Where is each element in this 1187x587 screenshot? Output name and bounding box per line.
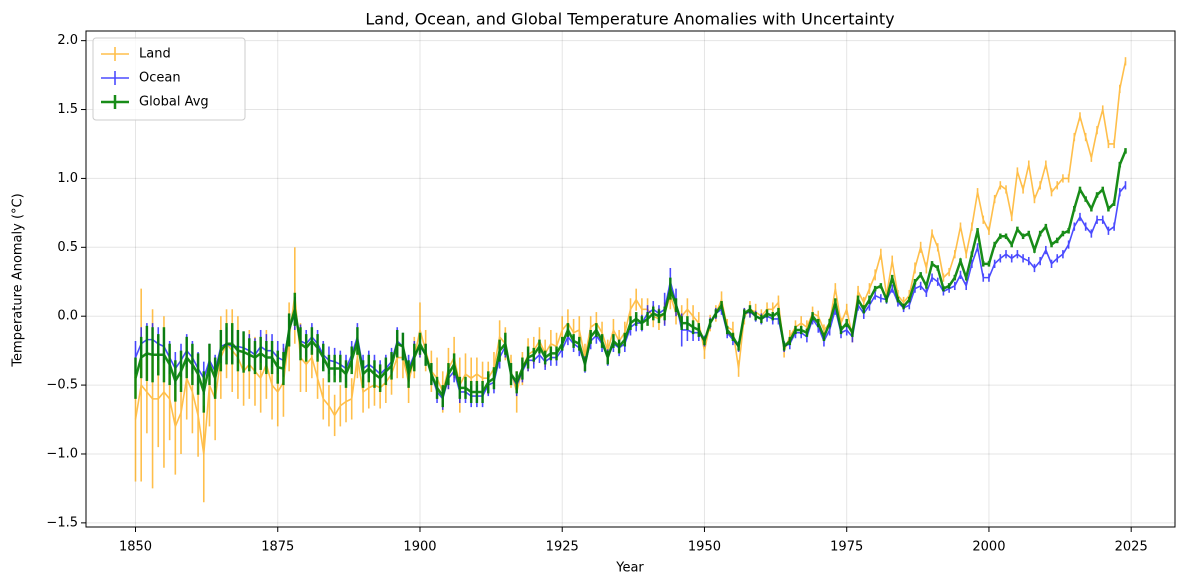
x-tick-label: 1925 xyxy=(546,540,579,555)
x-tick-label: 1975 xyxy=(830,540,863,555)
chart-title: Land, Ocean, and Global Temperature Anom… xyxy=(365,10,894,29)
line xyxy=(134,150,1127,400)
x-tick-label: 1875 xyxy=(261,540,294,555)
legend-box xyxy=(92,37,246,121)
series xyxy=(134,148,1127,413)
x-axis-label: Year xyxy=(615,561,644,576)
series xyxy=(134,57,1127,503)
y-tick-label: 2.0 xyxy=(57,33,78,48)
legend-label: Ocean xyxy=(139,71,181,86)
legend-item xyxy=(101,71,129,85)
legend-item xyxy=(101,47,129,61)
y-tick-label: 0.0 xyxy=(57,309,78,324)
y-axis-label: Temperature Anomaly (°C) xyxy=(11,193,26,367)
x-tick-label: 2000 xyxy=(972,540,1005,555)
x-tick-label: 1850 xyxy=(119,540,152,555)
y-tick-label: 1.5 xyxy=(57,102,78,117)
y-tick-label: −1.5 xyxy=(46,515,78,530)
x-tick-label: 1900 xyxy=(403,540,436,555)
y-tick-label: −1.0 xyxy=(46,446,78,461)
plot-frame xyxy=(85,30,1176,528)
legend-label: Land xyxy=(139,47,171,62)
y-tick-label: −0.5 xyxy=(46,378,78,393)
x-tick-label: 1950 xyxy=(688,540,721,555)
x-tick-label: 2025 xyxy=(1115,540,1148,555)
y-tick-label: 1.0 xyxy=(57,171,78,186)
y-tick-label: 0.5 xyxy=(57,240,78,255)
legend-item xyxy=(101,95,129,109)
legend-label: Global Avg xyxy=(139,95,209,110)
